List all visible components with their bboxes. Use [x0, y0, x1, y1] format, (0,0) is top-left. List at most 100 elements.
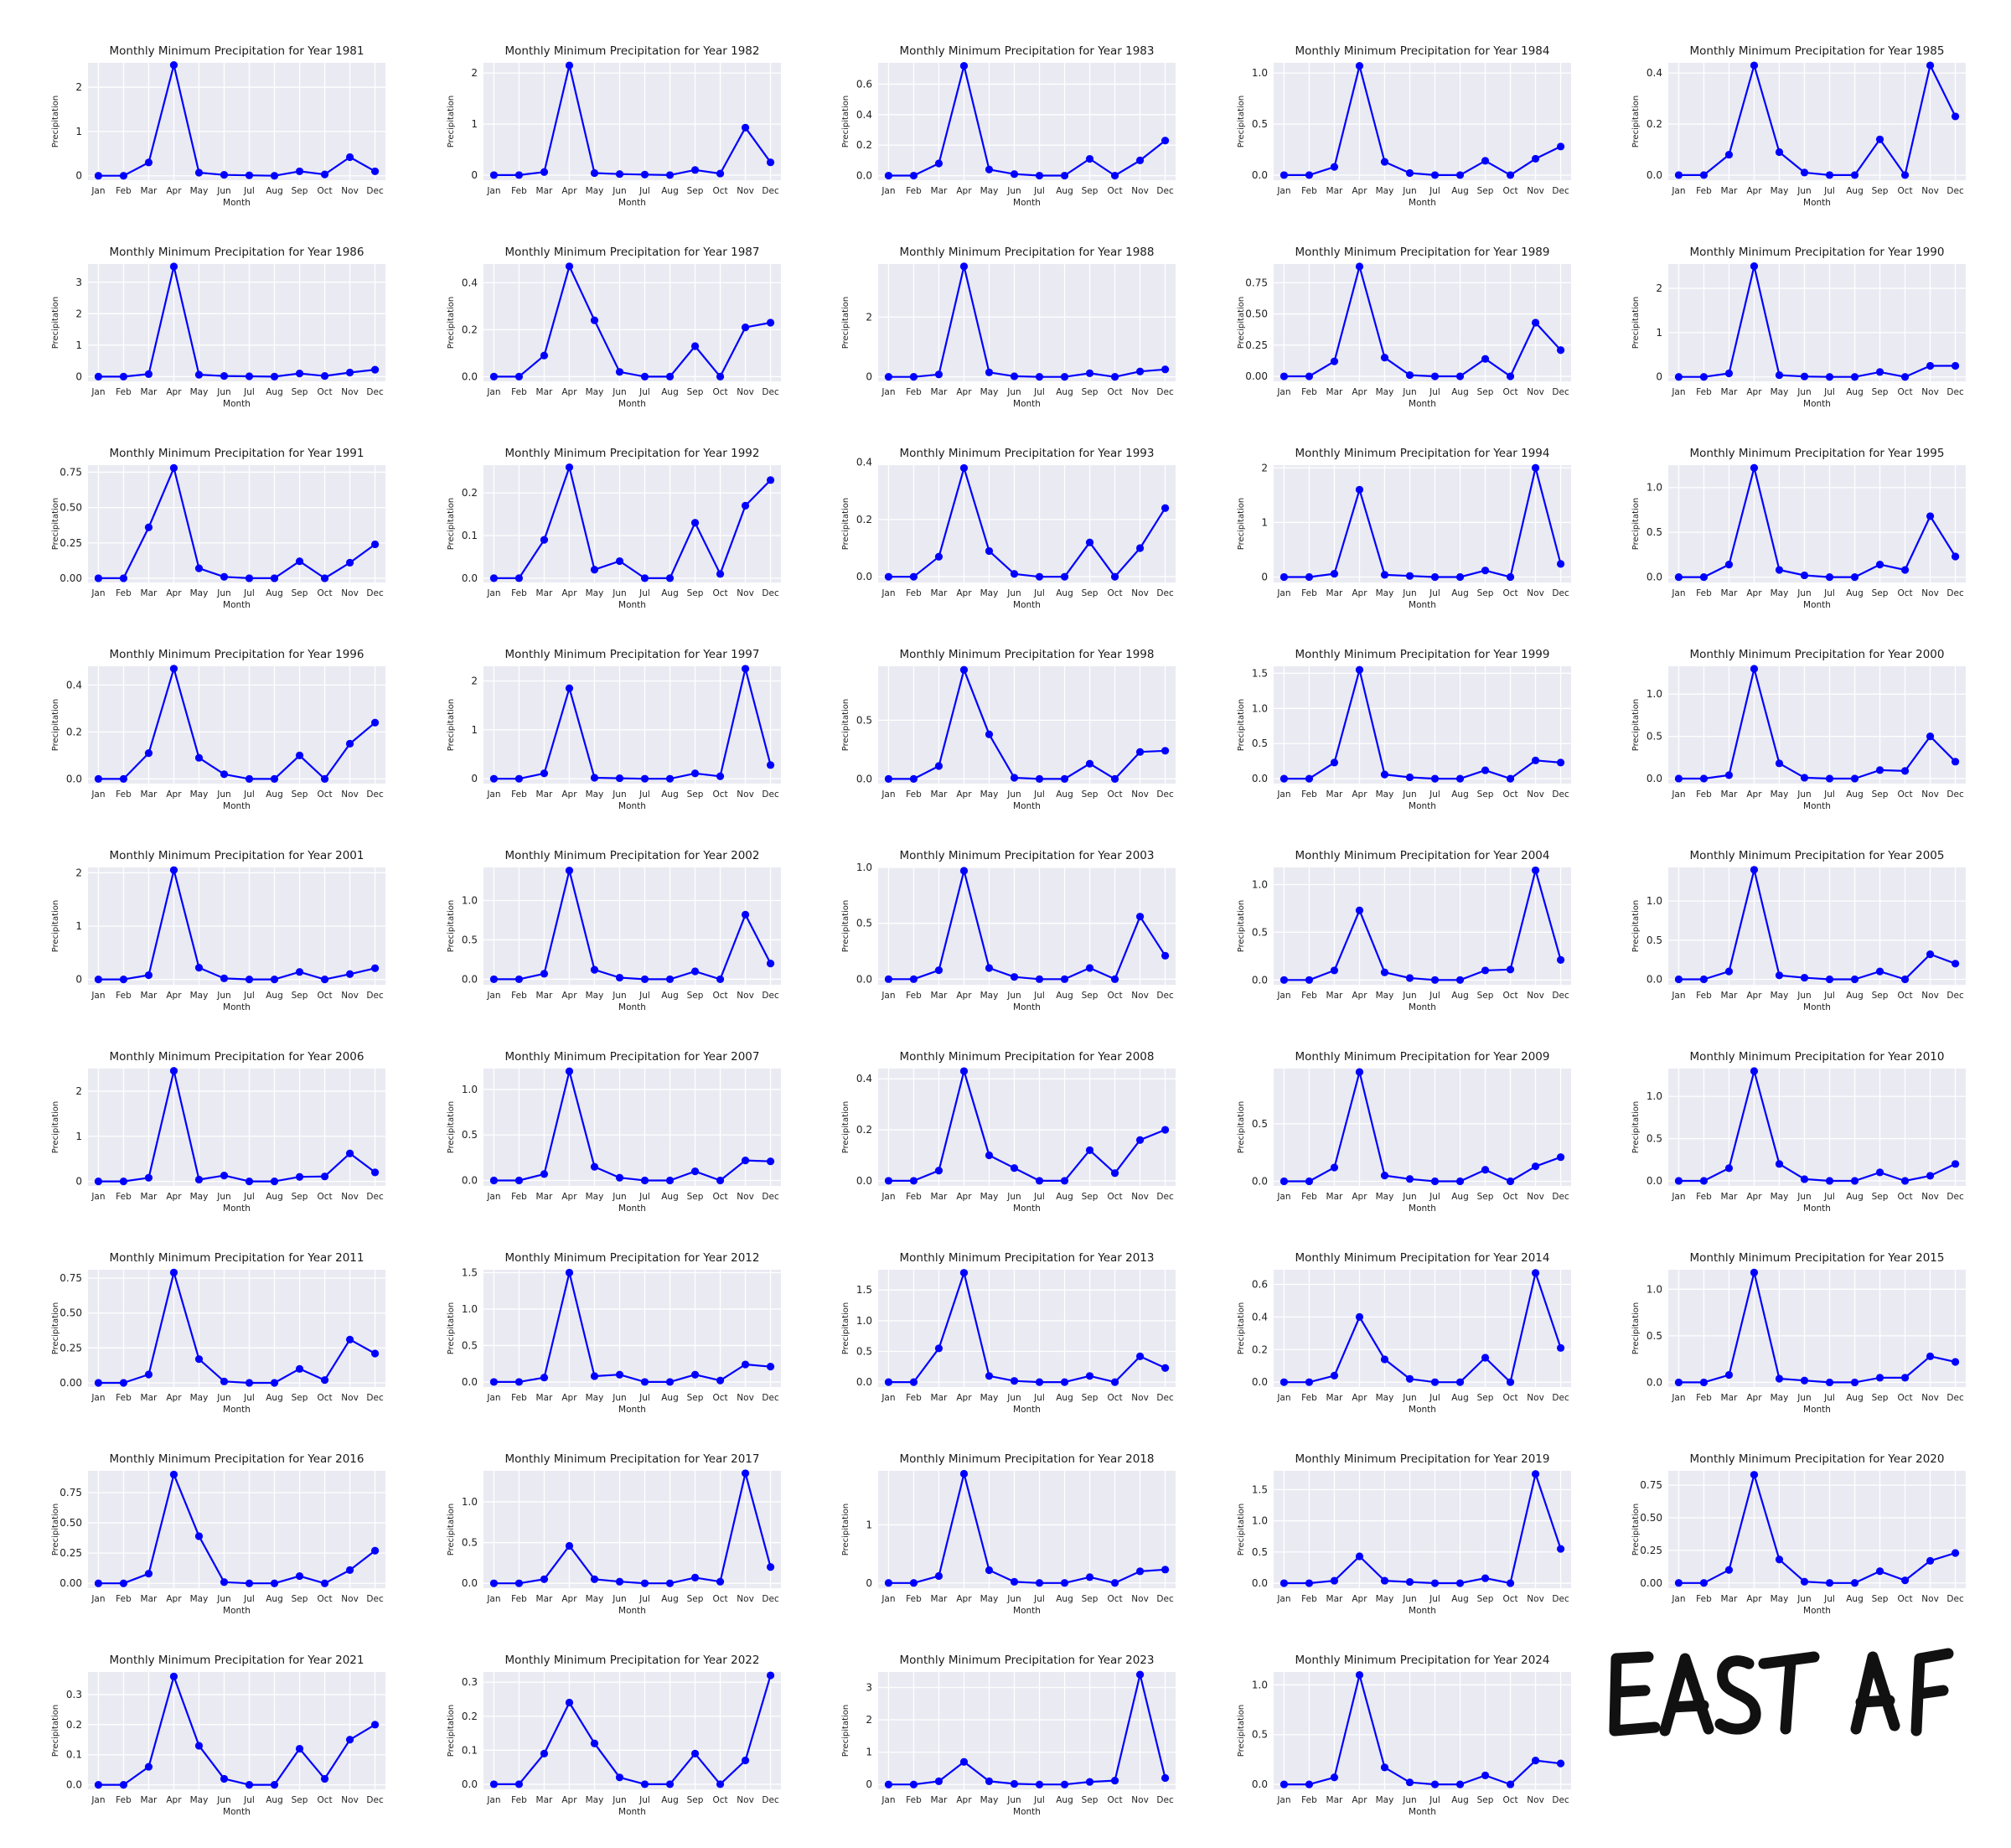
series-line — [888, 65, 1166, 177]
x-axis-label: Month — [618, 1204, 646, 1214]
data-point — [615, 1173, 624, 1182]
x-tick-label: Jan — [90, 991, 105, 1001]
data-point — [565, 61, 574, 70]
x-tick-label: May — [190, 991, 209, 1001]
chart-panel: Monthly Minimum Precipitation for Year 1… — [1219, 42, 1613, 239]
data-point — [690, 1370, 700, 1379]
chart-title: Monthly Minimum Precipitation for Year 2… — [505, 1452, 760, 1466]
x-tick-label: Oct — [1107, 991, 1122, 1001]
data-point — [665, 372, 675, 380]
data-point — [1674, 1177, 1683, 1185]
data-point — [220, 974, 229, 982]
data-point — [615, 1370, 624, 1379]
data-point — [194, 1355, 204, 1364]
data-point — [1085, 1372, 1094, 1380]
data-point — [741, 501, 750, 510]
data-point — [909, 1177, 918, 1185]
plot-area — [878, 1069, 1176, 1186]
data-point — [1481, 1771, 1490, 1779]
x-tick-label: Sep — [687, 387, 704, 397]
data-point — [320, 1172, 329, 1181]
x-tick-label: Mar — [1721, 1594, 1738, 1604]
plot-area — [1668, 666, 1966, 784]
x-tick-label: Jul — [1823, 789, 1835, 800]
x-tick-label: May — [1376, 991, 1394, 1001]
data-point — [1330, 758, 1339, 767]
chart-title: Monthly Minimum Precipitation for Year 1… — [1295, 447, 1550, 460]
x-tick-label: Feb — [116, 1795, 132, 1805]
x-tick-label: Jun — [216, 588, 230, 598]
series-line — [888, 669, 1166, 780]
data-point — [1455, 976, 1465, 984]
y-tick-label: 0.2 — [462, 1711, 478, 1722]
y-tick-label: 0.0 — [462, 572, 478, 584]
y-tick-label: 1 — [866, 1747, 872, 1758]
x-tick-label: Aug — [1451, 186, 1469, 196]
x-tick-label: Aug — [266, 588, 283, 598]
data-point — [1455, 1177, 1465, 1186]
y-tick-label: 0.5 — [856, 918, 872, 929]
data-point — [144, 749, 153, 758]
y-tick-label: 0.0 — [66, 773, 82, 784]
data-point — [985, 730, 994, 738]
y-axis-label: Precipitation — [841, 498, 850, 551]
x-tick-label: Oct — [1107, 186, 1122, 196]
x-tick-label: Dec — [366, 1192, 384, 1202]
y-tick-label: 0.0 — [462, 1174, 478, 1186]
data-point — [1926, 1352, 1935, 1360]
y-tick-label: 0.0 — [856, 973, 872, 985]
x-tick-label: Feb — [116, 1393, 132, 1403]
y-tick-label: 0.5 — [1647, 526, 1662, 538]
x-tick-label: Oct — [1897, 186, 1912, 196]
data-point — [884, 1780, 893, 1788]
data-point — [1850, 1579, 1859, 1587]
x-tick-label: Feb — [511, 186, 527, 196]
plot-area — [878, 1672, 1176, 1789]
data-point — [1556, 955, 1565, 965]
y-tick-label: 1 — [471, 118, 478, 130]
data-point — [1161, 951, 1170, 960]
chart-title: Monthly Minimum Precipitation for Year 1… — [110, 44, 364, 58]
y-tick-label: 1 — [1261, 516, 1268, 528]
x-tick-label: Sep — [687, 186, 704, 196]
plot-area — [88, 1270, 385, 1387]
x-tick-label: Jun — [216, 1192, 230, 1202]
x-tick-label: Sep — [687, 588, 704, 598]
x-tick-label: Jul — [1429, 1795, 1440, 1805]
x-tick-label: Feb — [906, 387, 922, 397]
data-point — [270, 372, 279, 380]
data-point — [514, 774, 524, 783]
y-tick-label: 0.5 — [1647, 731, 1662, 743]
data-point — [959, 62, 969, 70]
x-tick-label: Nov — [341, 1594, 359, 1604]
x-tick-label: Aug — [1056, 387, 1073, 397]
data-point — [959, 1469, 969, 1478]
y-tick-label: 1.0 — [462, 1496, 478, 1508]
x-tick-label: May — [1376, 1393, 1394, 1403]
x-tick-label: Jan — [90, 387, 105, 397]
data-point — [1951, 1549, 1960, 1557]
y-axis-label: Precipitation — [1631, 1302, 1641, 1355]
x-tick-label: Dec — [762, 1393, 779, 1403]
data-point — [1305, 372, 1314, 380]
data-point — [1800, 1175, 1809, 1183]
x-tick-label: Jun — [1402, 1795, 1416, 1805]
x-tick-label: Dec — [1156, 1594, 1174, 1604]
series-line — [98, 667, 376, 780]
data-point — [1085, 759, 1094, 768]
y-tick-label: 0.0 — [462, 973, 478, 985]
data-point — [1481, 966, 1490, 975]
data-point — [1850, 975, 1859, 984]
x-tick-label: Apr — [1352, 1594, 1367, 1604]
x-tick-label: Jan — [486, 588, 500, 598]
x-tick-label: Feb — [1696, 991, 1712, 1001]
data-point — [1330, 357, 1339, 365]
y-axis-label: Precipitation — [447, 96, 456, 148]
y-axis-label: Precipitation — [1237, 297, 1246, 349]
y-tick-label: 0.6 — [1252, 1279, 1268, 1291]
chart-title: Monthly Minimum Precipitation for Year 2… — [110, 849, 364, 862]
x-tick-label: Oct — [1502, 991, 1517, 1001]
x-tick-label: Oct — [1107, 789, 1122, 800]
x-tick-label: Dec — [1552, 1594, 1569, 1604]
data-point — [1506, 1177, 1515, 1186]
